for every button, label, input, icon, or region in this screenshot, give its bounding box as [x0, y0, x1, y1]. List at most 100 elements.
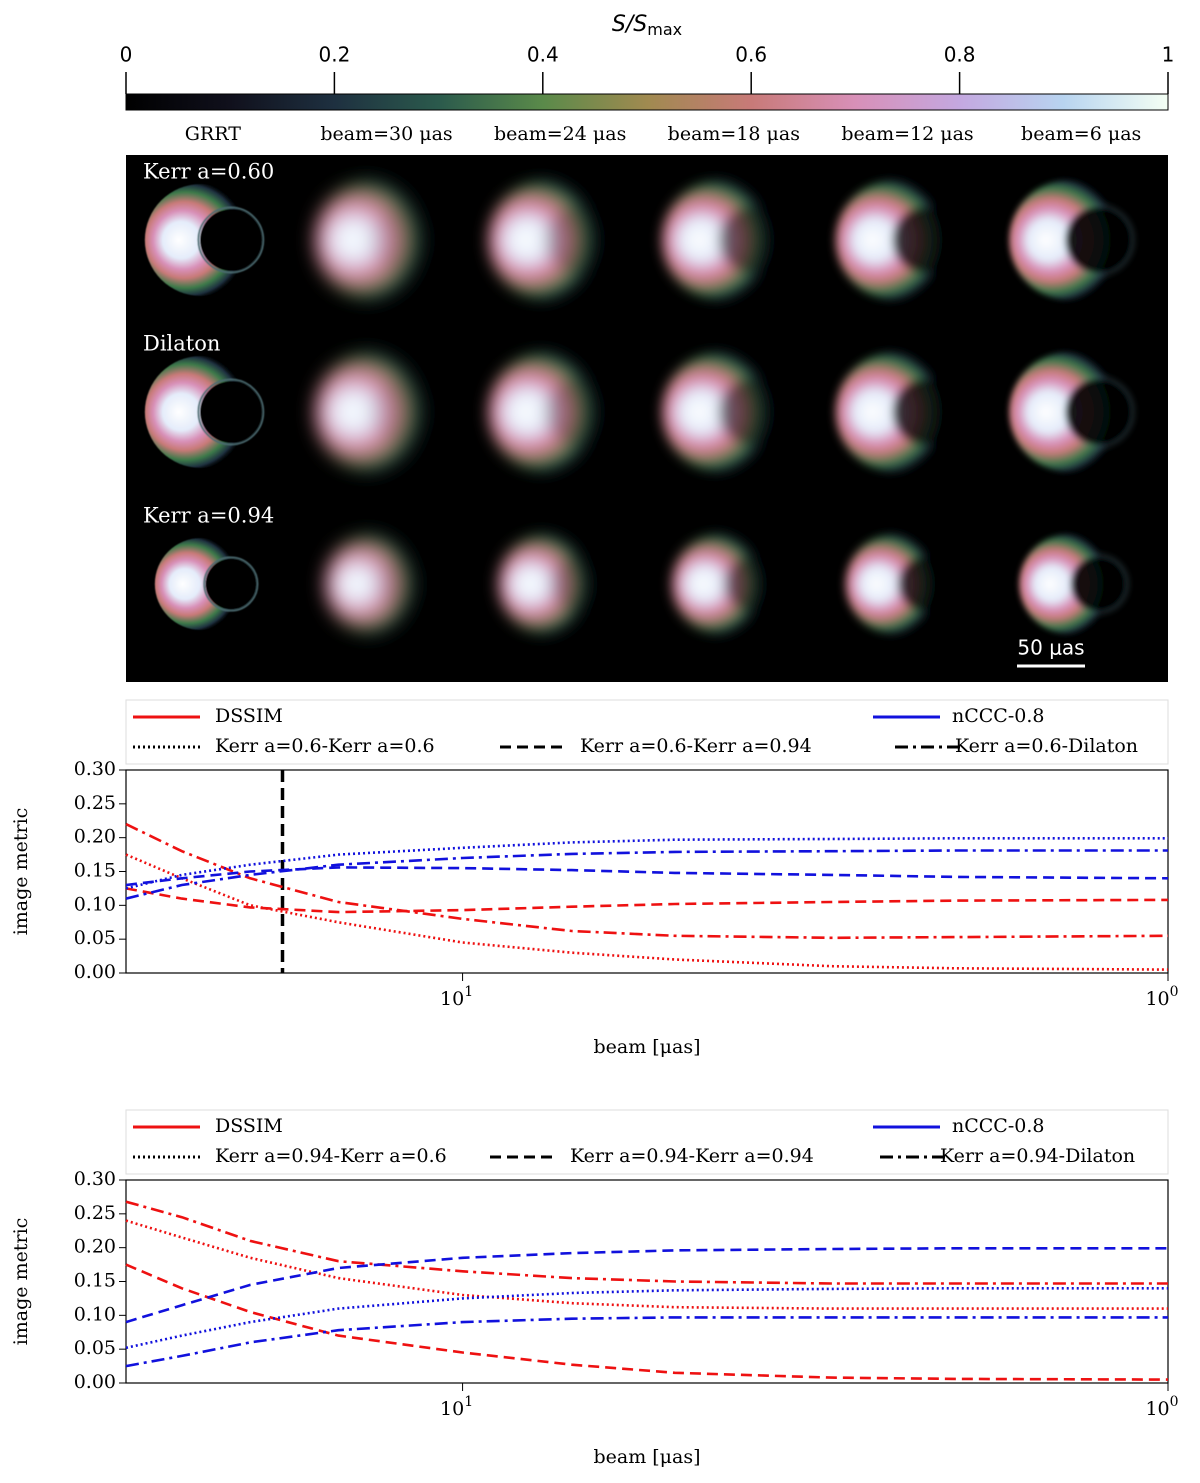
- series-line: [125, 1316, 1168, 1368]
- shadow: [892, 379, 959, 445]
- y-tick-label: 0.20: [74, 826, 116, 848]
- series-line: [125, 1287, 1168, 1350]
- y-tick-label: 0.15: [74, 1270, 116, 1292]
- series-line: [125, 849, 1168, 900]
- column-label: GRRT: [185, 123, 241, 145]
- image-cell: [835, 180, 959, 300]
- image-cell: [488, 180, 612, 300]
- colorbar-tick-label: 0.8: [944, 43, 976, 67]
- x-tick-exponent: 1: [464, 1394, 473, 1410]
- image-cell: [154, 538, 259, 630]
- legend-box: [125, 1109, 1169, 1175]
- colorbar-tick-label: 0.2: [318, 43, 350, 67]
- scale-bar-label: 50 μas: [1017, 636, 1084, 660]
- legend-label: Kerr a=0.94-Kerr a=0.94: [570, 1145, 814, 1167]
- image-cell: [671, 534, 780, 634]
- image-cell: [845, 534, 953, 634]
- shadow: [371, 379, 438, 445]
- image-cell: [1009, 352, 1135, 472]
- x-tick-label: 101: [440, 984, 473, 1010]
- legend-label: Kerr a=0.6-Kerr a=0.6: [215, 735, 435, 757]
- column-label: beam=18 μas: [668, 123, 800, 145]
- shadow: [545, 207, 612, 273]
- legend-label: Kerr a=0.94-Dilaton: [940, 1145, 1135, 1167]
- image-cell: [144, 356, 265, 468]
- photon-ring: [1069, 554, 1130, 614]
- colorbar-label: S/Smax: [612, 12, 682, 39]
- image-cell: [314, 352, 438, 472]
- shadow: [898, 556, 953, 612]
- shadow: [205, 558, 257, 610]
- y-axis-label: image metric: [10, 1218, 32, 1346]
- column-label: beam=24 μas: [494, 123, 626, 145]
- shadow: [371, 207, 438, 273]
- image-cell: [661, 352, 785, 472]
- series-line: [125, 866, 1169, 887]
- photon-ring: [197, 206, 265, 274]
- x-tick-label: 101: [440, 1394, 473, 1420]
- column-label: beam=30 μas: [320, 123, 452, 145]
- y-tick-label: 0.10: [74, 893, 116, 915]
- legend-label: Kerr a=0.6-Kerr a=0.94: [580, 735, 812, 757]
- image-cell: [324, 534, 432, 634]
- series-line: [125, 887, 1169, 914]
- colorbar-tick-label: 0.4: [527, 43, 559, 67]
- row-label: Dilaton: [143, 332, 220, 356]
- y-tick-label: 0.15: [74, 860, 116, 882]
- image-cell: [1009, 180, 1135, 300]
- y-tick-label: 0.20: [74, 1236, 116, 1258]
- series-line: [125, 1219, 1168, 1310]
- photon-ring: [203, 556, 259, 612]
- series-line: [125, 837, 1168, 890]
- photon-ring: [1063, 204, 1135, 276]
- shadow: [724, 556, 780, 612]
- legend-label: DSSIM: [215, 1115, 283, 1137]
- series-line: [125, 853, 1169, 971]
- x-tick-label: 100: [1145, 1394, 1178, 1420]
- y-tick-label: 0.05: [74, 1337, 116, 1359]
- x-tick-exponent: 1: [464, 984, 473, 1000]
- image-cell: [1019, 534, 1130, 634]
- colorbar-label-main: S/S: [612, 12, 647, 37]
- x-tick-exponent: 0: [1170, 1394, 1179, 1410]
- x-tick-label: 100: [1145, 984, 1178, 1010]
- legend-label: Kerr a=0.6-Dilaton: [955, 735, 1138, 757]
- image-panel: [126, 155, 1168, 682]
- column-label: beam=6 μas: [1021, 123, 1141, 145]
- shadow: [550, 556, 606, 612]
- image-cell: [488, 352, 612, 472]
- shadow: [545, 379, 612, 445]
- legend-box: [125, 699, 1169, 765]
- colorbar-tick-label: 1: [1162, 43, 1175, 67]
- shadow: [718, 207, 785, 273]
- shadow: [377, 556, 432, 612]
- image-cell: [661, 180, 785, 300]
- colorbar-tick-label: 0: [120, 43, 133, 67]
- image-cell: [835, 352, 959, 472]
- photon-ring: [197, 378, 265, 446]
- image-cell: [144, 184, 265, 296]
- image-cell: [314, 180, 438, 300]
- y-tick-label: 0.10: [74, 1303, 116, 1325]
- image-cell: [498, 534, 606, 634]
- legend-label: nCCC-0.8: [952, 1115, 1045, 1137]
- shadow: [1066, 379, 1133, 445]
- y-tick-label: 0.30: [74, 1168, 116, 1190]
- shadow: [1066, 207, 1133, 273]
- colorbar-tick-label: 0.6: [735, 43, 767, 67]
- y-tick-label: 0.25: [74, 792, 116, 814]
- shadow: [200, 381, 262, 443]
- x-tick-exponent: 0: [1170, 984, 1179, 1000]
- x-axis-label: beam [μas]: [593, 1036, 700, 1058]
- y-tick-label: 0.00: [74, 961, 116, 983]
- y-tick-label: 0.25: [74, 1202, 116, 1224]
- legend-label: Kerr a=0.94-Kerr a=0.6: [215, 1145, 447, 1167]
- row-label: Kerr a=0.60: [143, 160, 274, 184]
- photon-ring: [1063, 376, 1135, 448]
- shadow: [200, 209, 262, 271]
- series-line: [125, 1200, 1168, 1285]
- y-axis-label: image metric: [10, 808, 32, 936]
- legend-label: nCCC-0.8: [952, 705, 1045, 727]
- colorbar: [125, 93, 1169, 111]
- shadow: [718, 379, 785, 445]
